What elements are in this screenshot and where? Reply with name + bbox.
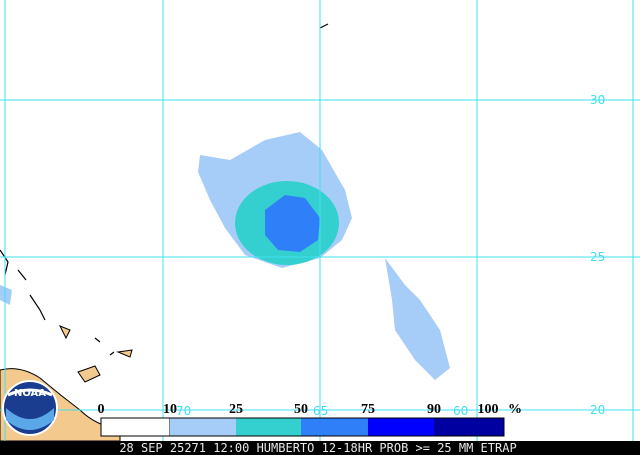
colorbar [100, 417, 505, 437]
longitude-label: 65 [313, 404, 328, 418]
islands [0, 23, 329, 356]
longitude-label: 60 [453, 404, 468, 418]
footer-bar [0, 441, 640, 455]
colorbar-swatch [100, 417, 171, 437]
latitude-label: 25 [590, 250, 605, 264]
colorbar-label: 75 [361, 402, 375, 417]
latitude-label: 20 [590, 403, 605, 417]
footer-text: 28 SEP 25271 12:00 HUMBERTO 12-18HR PROB… [119, 441, 516, 455]
colorbar-swatch [434, 418, 504, 436]
colorbar-swatch [236, 418, 301, 436]
colorbar-label: 10 [163, 402, 177, 417]
colorbar-border [100, 417, 505, 437]
colorbar-label: 90 [427, 402, 441, 417]
colorbar-unit: % [508, 402, 522, 417]
logo-text: NOAA [14, 388, 46, 399]
noaa-logo: NOAA [2, 380, 58, 436]
probability-area [0, 132, 450, 380]
colorbar-swatch [368, 418, 434, 436]
colorbar-label: 50 [294, 402, 308, 417]
longitude-label: 70 [176, 404, 191, 418]
colorbar-label: 100 [478, 402, 499, 417]
colorbar-label: 25 [229, 402, 243, 417]
colorbar-label: 0 [98, 402, 105, 417]
colorbar-swatch [170, 418, 236, 436]
latitude-label: 30 [590, 93, 605, 107]
colorbar-swatch [301, 418, 368, 436]
graticule [0, 0, 640, 441]
